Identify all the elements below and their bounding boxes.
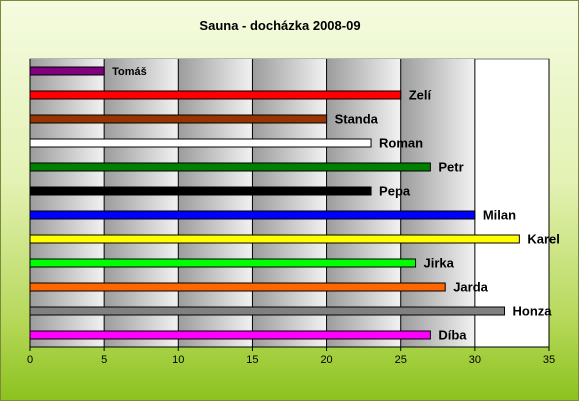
x-tick-label: 35 <box>543 354 555 366</box>
bar-label: Tomáš <box>112 66 147 78</box>
bar <box>29 186 372 196</box>
bar <box>29 66 105 76</box>
bar <box>29 306 506 316</box>
bar-label: Zelí <box>409 88 432 103</box>
bar <box>29 162 431 172</box>
x-tick-label: 15 <box>246 354 258 366</box>
plot-band <box>30 59 105 347</box>
plot-band <box>104 59 179 347</box>
bar <box>29 258 417 268</box>
bar-label: Roman <box>379 136 423 151</box>
bar-label: Petr <box>438 160 463 175</box>
bar-label: Milan <box>483 208 516 223</box>
bar <box>29 138 372 148</box>
chart-title: Sauna - docházka 2008-09 <box>199 18 360 33</box>
x-tick-label: 30 <box>469 354 481 366</box>
x-tick-label: 0 <box>27 354 33 366</box>
bar <box>29 282 446 292</box>
x-tick-label: 10 <box>172 354 184 366</box>
bar-label: Díba <box>438 328 467 343</box>
x-tick-label: 20 <box>320 354 332 366</box>
x-tick-label: 25 <box>395 354 407 366</box>
bars <box>29 66 520 340</box>
bar-label: Honza <box>513 304 553 319</box>
grid-lines <box>103 59 550 347</box>
plot-band <box>178 59 253 347</box>
x-axis: 0 5 10 15 20 25 30 35 <box>27 59 555 366</box>
bar <box>29 234 520 244</box>
x-tick-label: 5 <box>101 354 107 366</box>
bar <box>29 114 328 124</box>
bar <box>29 330 431 340</box>
plot-band <box>400 59 475 347</box>
bar-label: Jarda <box>453 280 488 295</box>
bar-label: Standa <box>335 112 379 127</box>
bar-label: Karel <box>527 232 560 247</box>
plot-band <box>326 59 401 347</box>
bar <box>29 90 402 100</box>
plot-band <box>252 59 327 347</box>
plot-bands <box>30 59 475 347</box>
bar-label: Jirka <box>424 256 455 271</box>
bar-label: Pepa <box>379 184 411 199</box>
bar <box>29 210 476 220</box>
